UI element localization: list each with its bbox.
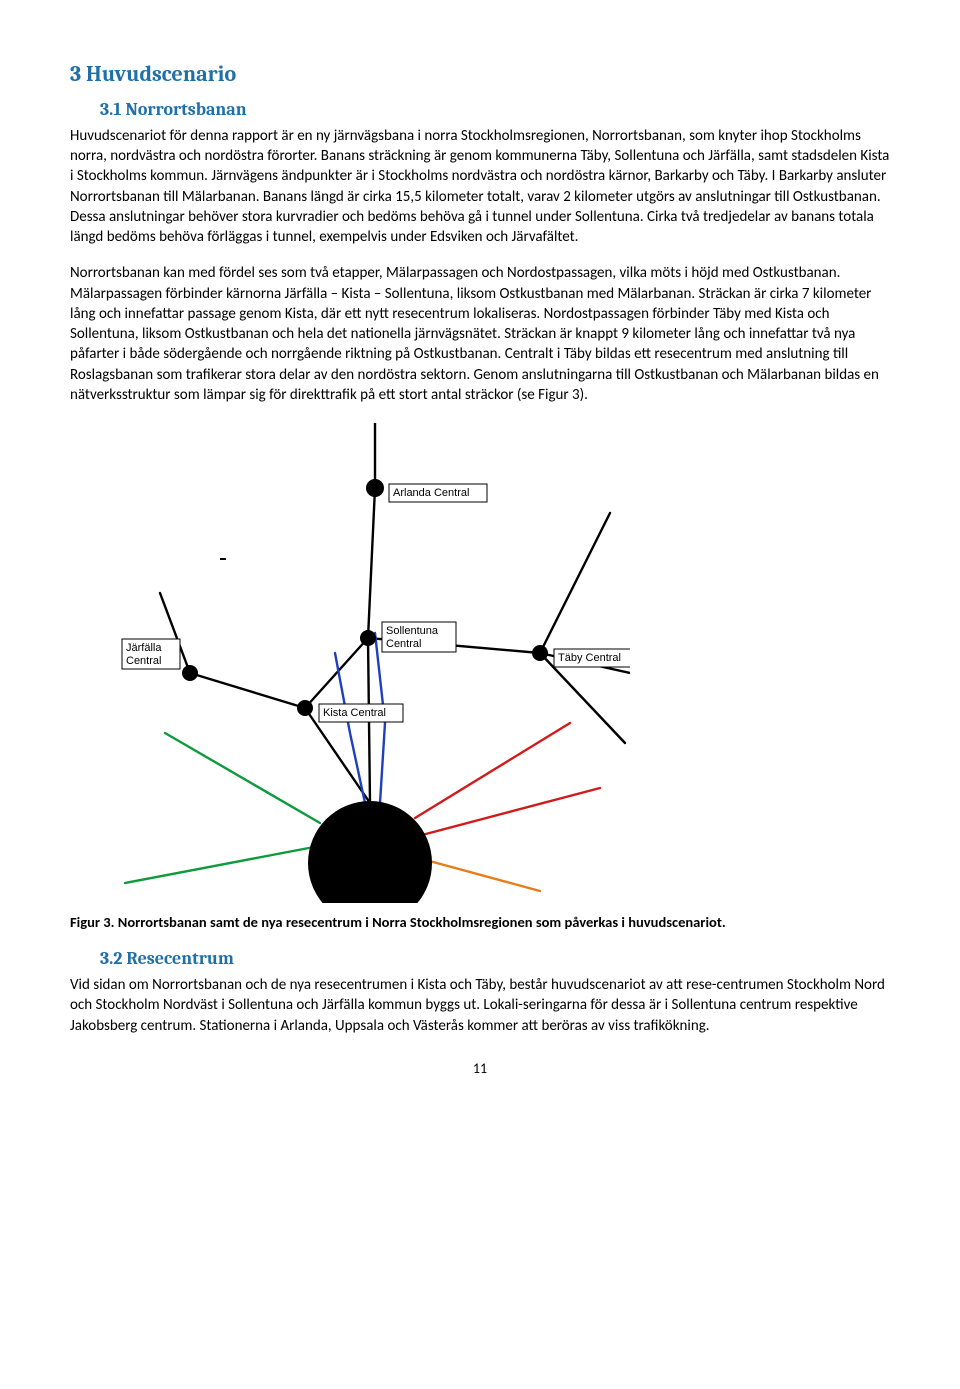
figure-norrortsbanan-map: Arlanda CentralSollentunaCentralJärfälla… bbox=[70, 423, 890, 903]
svg-text:Kista Central: Kista Central bbox=[323, 707, 386, 719]
page-number: 11 bbox=[70, 1060, 890, 1079]
section-heading: 3 Huvudscenario bbox=[70, 60, 890, 90]
svg-text:Täby Central: Täby Central bbox=[558, 652, 621, 664]
svg-text:Central: Central bbox=[126, 655, 161, 667]
svg-text:Järfälla: Järfälla bbox=[126, 642, 162, 654]
paragraph: Vid sidan om Norrortsbanan och de nya re… bbox=[70, 975, 890, 1036]
subsection-heading-resecentrum: 3.2 Resecentrum bbox=[100, 947, 890, 971]
figure-svg: Arlanda CentralSollentunaCentralJärfälla… bbox=[70, 423, 630, 903]
subsection-heading-norrortsbanan: 3.1 Norrortsbanan bbox=[100, 98, 890, 122]
svg-text:Sollentuna: Sollentuna bbox=[386, 625, 439, 637]
figure-caption: Figur 3. Norrortsbanan samt de nya resec… bbox=[70, 913, 890, 933]
paragraph: Huvudscenariot för denna rapport är en n… bbox=[70, 126, 890, 248]
paragraph: Norrortsbanan kan med fördel ses som två… bbox=[70, 263, 890, 405]
svg-text:Central: Central bbox=[386, 638, 421, 650]
svg-text:Arlanda Central: Arlanda Central bbox=[393, 487, 469, 499]
